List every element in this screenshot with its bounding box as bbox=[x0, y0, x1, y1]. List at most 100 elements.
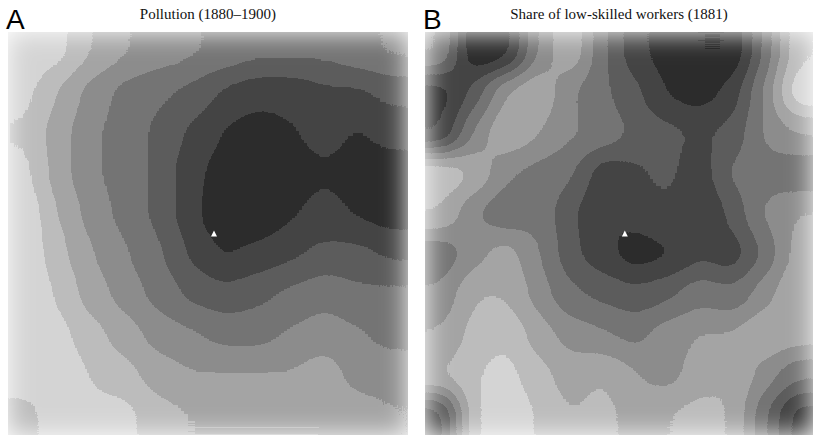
cell bbox=[554, 354, 587, 395]
cell bbox=[425, 72, 458, 113]
cell bbox=[208, 113, 242, 154]
cell bbox=[748, 395, 781, 435]
cell bbox=[554, 234, 587, 275]
cell bbox=[8, 234, 42, 275]
cell bbox=[375, 113, 408, 154]
cell bbox=[175, 32, 209, 73]
cell bbox=[490, 234, 523, 275]
cell bbox=[308, 395, 342, 435]
cell bbox=[108, 314, 142, 355]
cell bbox=[781, 153, 813, 194]
cell bbox=[748, 314, 781, 355]
cell bbox=[175, 314, 209, 355]
cell bbox=[684, 32, 717, 73]
cell bbox=[651, 395, 684, 435]
cell bbox=[522, 354, 555, 395]
cell bbox=[651, 72, 684, 113]
cell bbox=[41, 32, 75, 73]
cell bbox=[781, 72, 813, 113]
cell bbox=[341, 395, 375, 435]
cell bbox=[308, 113, 342, 154]
cell bbox=[490, 72, 523, 113]
cell bbox=[275, 72, 309, 113]
cell bbox=[41, 193, 75, 234]
cell bbox=[375, 274, 408, 315]
cell bbox=[554, 113, 587, 154]
cell bbox=[587, 354, 620, 395]
cell bbox=[522, 234, 555, 275]
cell bbox=[781, 113, 813, 154]
cell bbox=[141, 234, 175, 275]
cell bbox=[587, 234, 620, 275]
cell bbox=[175, 234, 209, 275]
cell bbox=[208, 234, 242, 275]
cell bbox=[241, 314, 275, 355]
cell bbox=[619, 354, 652, 395]
cell bbox=[716, 32, 749, 73]
cell bbox=[108, 274, 142, 315]
cell bbox=[141, 314, 175, 355]
cell bbox=[522, 32, 555, 73]
cell bbox=[8, 153, 42, 194]
cell bbox=[175, 354, 209, 395]
cell bbox=[75, 153, 109, 194]
cell bbox=[425, 354, 458, 395]
cell bbox=[341, 274, 375, 315]
map-panel bbox=[8, 32, 408, 435]
cell bbox=[425, 234, 458, 275]
cell bbox=[175, 113, 209, 154]
cell bbox=[748, 32, 781, 73]
cell bbox=[208, 32, 242, 73]
cell bbox=[41, 153, 75, 194]
cell bbox=[619, 153, 652, 194]
cell bbox=[684, 234, 717, 275]
heat-cells bbox=[8, 32, 408, 435]
cell bbox=[748, 274, 781, 315]
cell bbox=[141, 193, 175, 234]
cell bbox=[108, 153, 142, 194]
cell bbox=[41, 314, 75, 355]
cell bbox=[522, 193, 555, 234]
cell bbox=[522, 153, 555, 194]
cell bbox=[748, 153, 781, 194]
cell bbox=[275, 32, 309, 73]
cell bbox=[241, 274, 275, 315]
cell bbox=[141, 274, 175, 315]
cell bbox=[490, 274, 523, 315]
cell bbox=[457, 354, 490, 395]
cell bbox=[457, 32, 490, 73]
cell bbox=[108, 72, 142, 113]
cell bbox=[8, 113, 42, 154]
cell bbox=[781, 314, 813, 355]
cell bbox=[457, 72, 490, 113]
cell bbox=[41, 72, 75, 113]
cell bbox=[554, 72, 587, 113]
cell bbox=[208, 153, 242, 194]
cell bbox=[175, 274, 209, 315]
cell bbox=[587, 72, 620, 113]
cell bbox=[781, 32, 813, 73]
cell bbox=[554, 314, 587, 355]
cell bbox=[141, 32, 175, 73]
cell bbox=[490, 314, 523, 355]
cell bbox=[275, 234, 309, 275]
cell bbox=[241, 395, 275, 435]
cell bbox=[208, 354, 242, 395]
cell bbox=[457, 234, 490, 275]
cell bbox=[748, 113, 781, 154]
cell bbox=[716, 274, 749, 315]
cell bbox=[651, 354, 684, 395]
cell bbox=[684, 153, 717, 194]
cell bbox=[275, 193, 309, 234]
cell bbox=[8, 72, 42, 113]
cell bbox=[425, 274, 458, 315]
cell bbox=[554, 153, 587, 194]
cell bbox=[241, 193, 275, 234]
panel-letter: B bbox=[423, 4, 442, 35]
cell bbox=[684, 193, 717, 234]
cell bbox=[781, 193, 813, 234]
cell bbox=[587, 153, 620, 194]
cell bbox=[8, 193, 42, 234]
cell bbox=[651, 113, 684, 154]
cell bbox=[375, 314, 408, 355]
